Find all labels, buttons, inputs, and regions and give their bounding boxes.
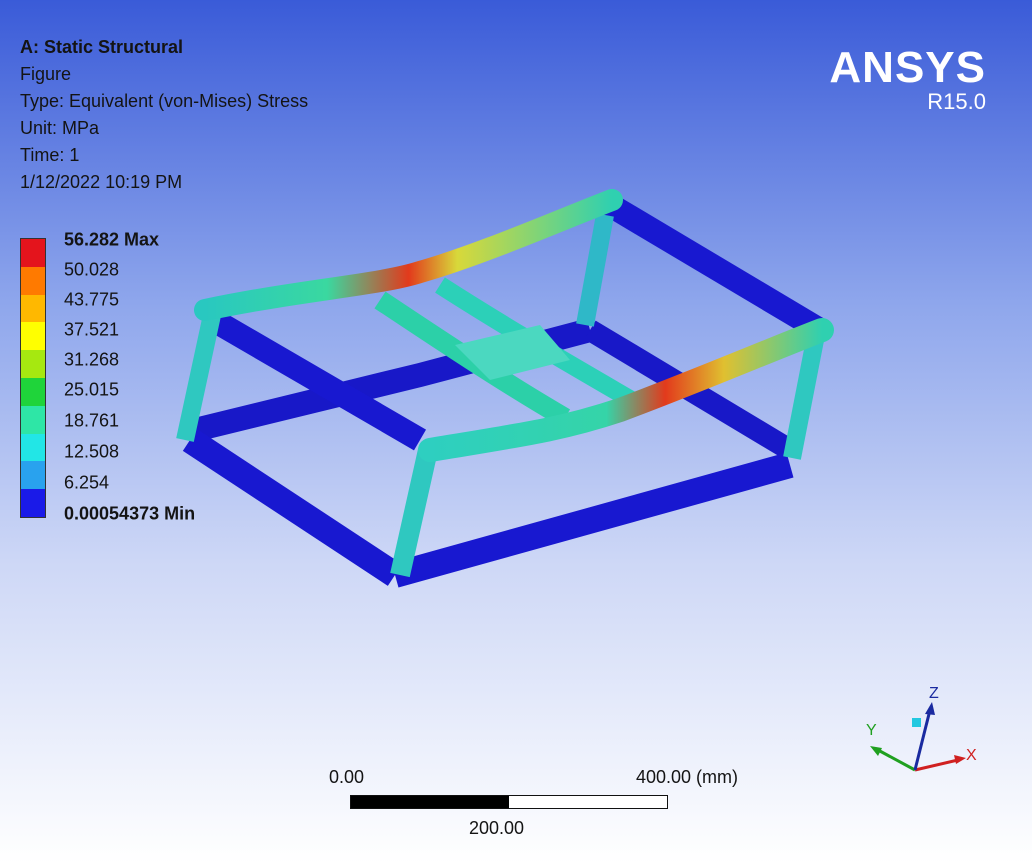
rear-curved-beam	[194, 189, 623, 321]
scale-bar-white	[509, 796, 667, 808]
logo-version: R15.0	[927, 89, 986, 114]
center-plate	[455, 325, 570, 380]
result-type: Type: Equivalent (von-Mises) Stress	[20, 91, 309, 111]
y-axis-line	[877, 748, 916, 772]
legend-label: 25.015	[64, 379, 120, 400]
scale-end-label: 400.00 (mm)	[636, 767, 739, 787]
legend-label: 50.028	[64, 259, 120, 280]
y-axis-arrow	[870, 746, 882, 756]
legend-band	[21, 405, 45, 434]
legend-band	[21, 239, 45, 267]
legend-band	[21, 461, 45, 490]
axis-triad[interactable]: Y X Z	[840, 680, 990, 790]
y-axis-label: Y	[866, 722, 877, 739]
z-axis-line	[913, 709, 932, 771]
result-figure-label: Figure	[20, 64, 72, 84]
z-axis-label: Z	[929, 685, 939, 702]
ansys-logo: ANSYS R15.0	[829, 46, 986, 114]
legend-band	[21, 266, 45, 295]
stress-legend-bar	[20, 238, 46, 518]
front-left-post	[390, 447, 438, 578]
result-time: Time: 1	[20, 145, 80, 165]
legend-label: 18.761	[64, 410, 120, 431]
logo-brand: ANSYS	[829, 43, 986, 92]
legend-band	[21, 377, 45, 406]
z-axis-arrow	[925, 702, 935, 715]
legend-band	[21, 489, 45, 517]
x-axis-label: X	[966, 747, 977, 764]
legend-band	[21, 294, 45, 323]
x-axis-line	[914, 758, 959, 772]
triad-center-cube	[912, 718, 921, 727]
legend-label: 6.254	[64, 472, 110, 493]
legend-label: 37.521	[64, 319, 120, 340]
legend-min-label: 0.00054373 Min	[64, 503, 196, 524]
left-bottom-side-beam	[182, 429, 403, 586]
scale-mid-label: 200.00	[469, 818, 525, 838]
legend-max-label: 56.282 Max	[64, 229, 160, 250]
legend-band	[21, 322, 45, 351]
scale-start-label: 0.00	[329, 767, 365, 787]
legend-label: 43.775	[64, 289, 120, 310]
legend-label: 31.268	[64, 349, 120, 370]
legend-label: 12.508	[64, 441, 120, 462]
legend-band	[21, 433, 45, 462]
left-post	[176, 313, 221, 442]
result-date: 1/12/2022 10:19 PM	[20, 172, 183, 192]
x-axis-arrow	[954, 755, 966, 764]
analysis-title: A: Static Structural	[20, 37, 184, 57]
scale-bar-black	[351, 796, 509, 808]
scale-bar	[350, 795, 668, 809]
left-top-side-beam	[203, 307, 427, 451]
front-curved-beam	[418, 318, 834, 462]
result-info: A: Static Structural Figure Type: Equiva…	[20, 34, 308, 196]
legend-band	[21, 350, 45, 378]
front-right-post	[783, 338, 824, 460]
front-bottom-beam	[391, 452, 794, 588]
back-right-post	[576, 213, 614, 327]
right-top-side-beam	[603, 194, 827, 341]
result-unit: Unit: MPa	[20, 118, 100, 138]
